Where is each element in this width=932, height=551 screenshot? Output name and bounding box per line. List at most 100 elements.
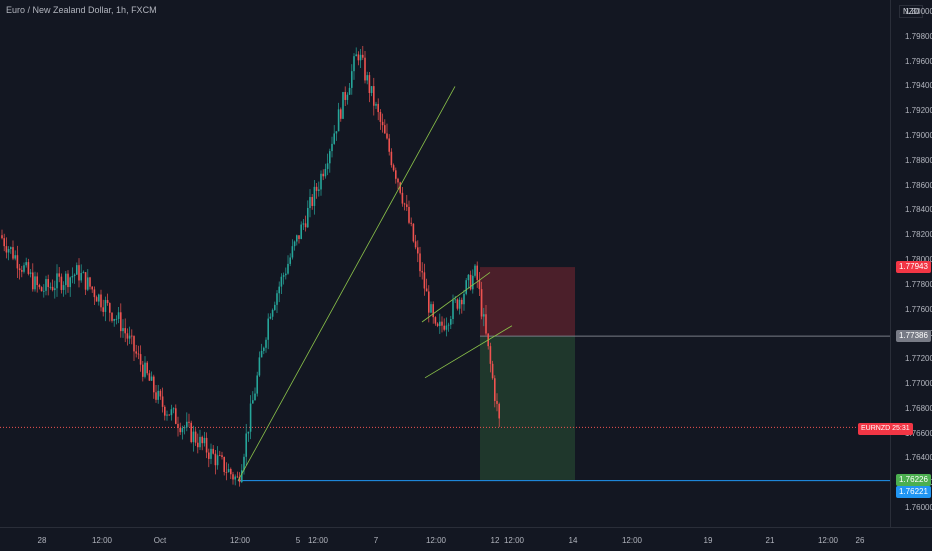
candle-body <box>311 197 313 206</box>
candle-body <box>93 289 96 298</box>
candle-body <box>384 125 386 134</box>
candle-body <box>1 235 3 239</box>
candle-body <box>326 163 329 169</box>
currency-unit-button[interactable]: NZD <box>899 5 924 18</box>
time-tick: 7 <box>373 536 379 545</box>
candle-body <box>159 390 162 397</box>
candle-body <box>274 304 276 310</box>
time-tick: 12:00 <box>229 536 251 545</box>
candle-body <box>65 273 67 286</box>
time-tick: 28 <box>37 536 47 545</box>
candle-body <box>38 285 41 288</box>
candle-body <box>14 255 16 259</box>
trendline-rising[interactable] <box>237 86 456 481</box>
candle-body <box>168 414 170 416</box>
candle-body <box>461 299 463 305</box>
candle-body <box>230 469 232 475</box>
candle-body <box>289 257 291 264</box>
candle-body <box>208 452 210 459</box>
candlestick-chart[interactable] <box>0 0 890 527</box>
candle-body <box>472 275 474 290</box>
candle-body <box>392 165 395 171</box>
candle-body <box>447 324 450 326</box>
candle-body <box>331 143 333 152</box>
candle-body <box>181 428 184 433</box>
candle-body <box>238 476 241 483</box>
candle-body <box>194 431 197 443</box>
candle-body <box>67 273 69 288</box>
candle-body <box>51 286 54 291</box>
time-tick: 14 <box>568 536 578 545</box>
candle-body <box>353 56 355 72</box>
candle-body <box>296 235 298 242</box>
candle-body <box>82 272 85 274</box>
candle-body <box>60 276 63 290</box>
candle-body <box>234 476 236 480</box>
price-tick: 1.78200 <box>905 230 932 240</box>
candle-body <box>324 168 327 177</box>
candle-body <box>117 312 120 319</box>
candle-body <box>436 323 439 326</box>
candle-body <box>469 274 472 290</box>
chart-canvas[interactable]: Euro / New Zealand Dollar, 1h, FXCM <box>0 0 890 527</box>
price-tick: 1.77800 <box>905 279 932 289</box>
candle-body <box>27 262 30 274</box>
candle-body <box>269 316 272 319</box>
price-tick: 1.79600 <box>905 56 932 66</box>
candle-body <box>397 178 399 183</box>
candle-body <box>76 265 78 275</box>
candle-body <box>172 408 175 410</box>
candle-body <box>480 289 483 317</box>
candle-body <box>494 378 496 401</box>
candle-body <box>216 455 219 466</box>
candle-body <box>135 351 137 354</box>
time-axis[interactable] <box>0 527 932 551</box>
candle-body <box>388 138 390 152</box>
candle-body <box>364 57 366 81</box>
candle-body <box>476 265 478 280</box>
candle-body <box>373 86 375 106</box>
candle-body <box>78 265 80 281</box>
price-tick: 1.77600 <box>905 304 932 314</box>
candle-body <box>23 265 25 272</box>
candle-body <box>485 314 487 334</box>
candle-body <box>333 133 335 144</box>
candle-body <box>406 204 408 207</box>
time-tick: 21 <box>765 536 775 545</box>
candle-body <box>478 279 481 290</box>
candle-body <box>131 335 133 337</box>
candle-body <box>54 288 56 291</box>
price-tick: 1.76400 <box>905 453 932 463</box>
take-profit-zone[interactable] <box>480 336 575 480</box>
candle-body <box>84 272 87 290</box>
price-tick: 1.78600 <box>905 180 932 190</box>
time-tick: 12:00 <box>425 536 447 545</box>
candle-body <box>175 408 177 424</box>
candle-body <box>285 273 287 276</box>
candle-body <box>342 92 344 119</box>
candle-body <box>351 71 353 88</box>
candle-body <box>300 224 302 239</box>
candle-body <box>474 265 476 276</box>
candle-body <box>205 437 208 453</box>
candle-body <box>18 268 21 271</box>
time-tick: 12:00 <box>817 536 839 545</box>
channel-upper-line[interactable] <box>421 272 491 323</box>
candle-body <box>489 346 492 364</box>
candle-body <box>186 421 188 428</box>
candle-body <box>276 293 278 305</box>
candle-body <box>450 319 452 325</box>
candle-body <box>157 390 159 400</box>
candle-body <box>36 276 38 286</box>
candle-body <box>236 476 239 478</box>
candle-body <box>106 300 109 304</box>
stop-loss-zone[interactable] <box>480 267 575 337</box>
price-tick: 1.76000 <box>905 503 932 512</box>
candle-body <box>287 263 289 274</box>
channel-lower-line[interactable] <box>424 325 513 379</box>
candle-body <box>463 293 465 305</box>
candle-body <box>395 170 397 179</box>
candle-body <box>179 428 181 433</box>
candle-body <box>122 328 124 332</box>
candle-body <box>454 299 456 301</box>
